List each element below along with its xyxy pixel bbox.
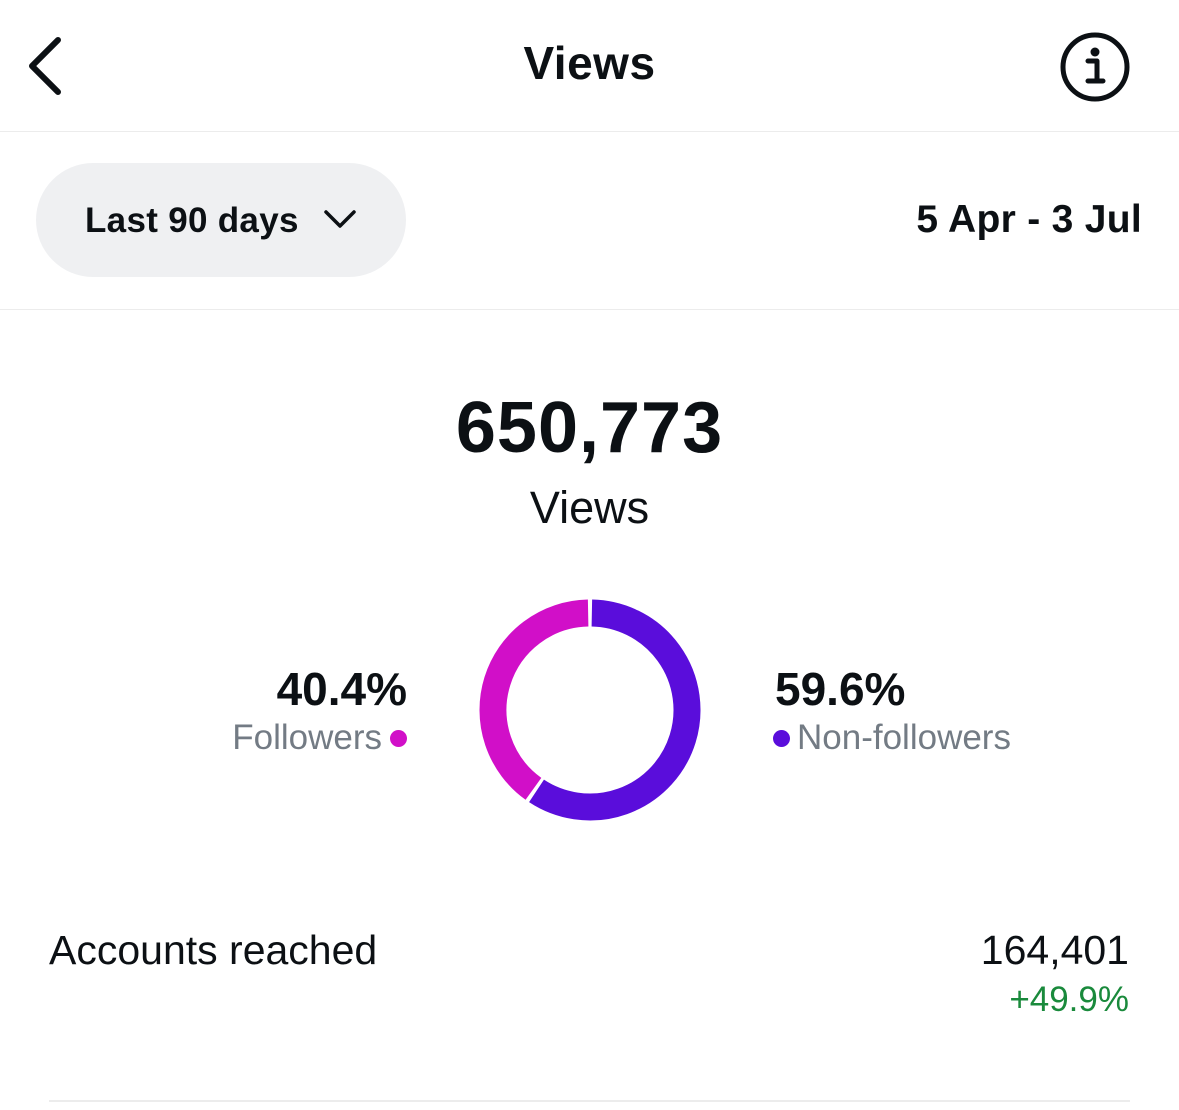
info-button[interactable] xyxy=(1058,30,1132,104)
info-icon xyxy=(1060,32,1130,102)
section-divider xyxy=(49,1100,1130,1102)
followers-legend: Followers xyxy=(232,718,407,758)
date-range-dropdown-label: Last 90 days xyxy=(85,201,299,240)
back-button[interactable] xyxy=(16,28,76,104)
date-range-dropdown[interactable]: Last 90 days xyxy=(36,163,406,277)
top-bar: Views xyxy=(0,0,1179,132)
date-filter-bar: Last 90 days 5 Apr - 3 Jul xyxy=(0,132,1179,310)
total-views-value: 650,773 xyxy=(455,388,724,468)
total-views-caption: Views xyxy=(529,482,650,533)
donut-segment-followers xyxy=(479,599,589,800)
followers-percent: 40.4% xyxy=(276,663,407,715)
non-followers-legend-dot xyxy=(773,729,790,747)
chevron-down-icon xyxy=(324,210,356,228)
date-range-text: 5 Apr - 3 Jul xyxy=(916,198,1142,241)
accounts-reached-change: +49.9% xyxy=(1009,980,1129,1019)
views-donut-chart xyxy=(479,599,701,821)
non-followers-legend-label: Non-followers xyxy=(797,718,1011,757)
page-title: Views xyxy=(523,37,656,89)
non-followers-percent: 59.6% xyxy=(775,663,906,715)
accounts-reached-label: Accounts reached xyxy=(49,927,378,973)
followers-legend-label: Followers xyxy=(232,718,382,757)
non-followers-legend: Non-followers xyxy=(773,718,1011,758)
chevron-left-icon xyxy=(29,37,61,95)
accounts-reached-value: 164,401 xyxy=(980,927,1129,973)
followers-legend-dot xyxy=(390,729,407,747)
donut-segment-non-followers xyxy=(529,599,701,821)
